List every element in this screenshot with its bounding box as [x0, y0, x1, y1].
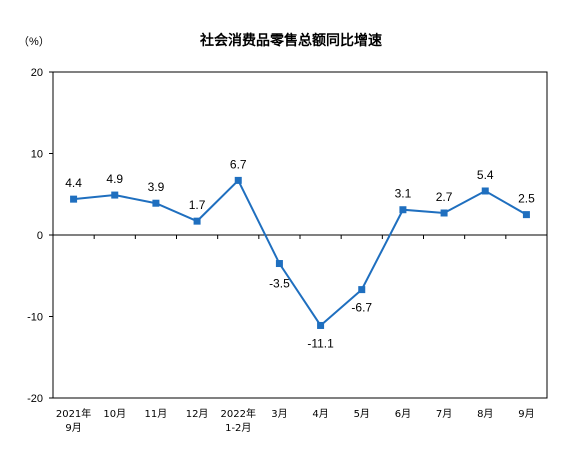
data-label: 2.5: [518, 192, 535, 206]
chart-title: 社会消费品零售总额同比增速: [199, 32, 382, 49]
series: [70, 176, 530, 329]
y-tick-label: 10: [31, 149, 43, 161]
data-label: 5.4: [477, 168, 494, 182]
x-tick-label: 2022年: [221, 407, 256, 420]
x-tick-label: 9月: [518, 408, 534, 420]
data-label: 1.7: [189, 198, 206, 212]
data-label: -6.7: [351, 301, 372, 315]
data-point: [193, 217, 201, 225]
data-point: [440, 209, 448, 217]
y-tick-label: -10: [27, 312, 43, 324]
data-label: 4.4: [65, 176, 82, 190]
series-line: [73, 178, 527, 327]
y-tick-label: 20: [31, 67, 43, 79]
x-tick-label: 10月: [103, 408, 126, 420]
data-point: [152, 199, 160, 207]
data-point: [358, 286, 366, 294]
data-label: 3.1: [395, 187, 412, 201]
data-point: [522, 211, 530, 219]
axes: 20 10 0 -10 -20 2021年 9月 10月 11月 12月 2022年 1-2月 3月 4月…: [27, 67, 548, 434]
data-label: 3.9: [148, 180, 165, 194]
data-labels: 4.4 4.9 3.9 1.7 6.7 -3.5 -11.1 -6.7 3.1 2.7 5.4 2.5: [65, 157, 535, 350]
x-tick-label: 1-2月: [225, 422, 251, 434]
x-tick-label: 2021年: [56, 407, 91, 420]
y-tick-label: 0: [37, 230, 43, 242]
x-tick-label: 8月: [477, 408, 493, 420]
data-point: [317, 321, 325, 329]
data-point: [481, 187, 489, 195]
unit-label: （%）: [18, 35, 50, 48]
x-tick-label: 6月: [395, 408, 411, 420]
x-tick-label: 5月: [354, 408, 370, 420]
x-tick-label: 11月: [145, 408, 168, 420]
y-tick-label: -20: [27, 393, 43, 405]
data-point: [275, 260, 283, 268]
data-point: [234, 176, 242, 184]
data-point: [70, 195, 78, 203]
data-label: 4.9: [106, 172, 123, 186]
x-tick-label: 12月: [186, 408, 209, 420]
data-point: [111, 191, 119, 199]
data-label: -3.5: [269, 277, 290, 291]
data-label: -11.1: [307, 336, 334, 350]
data-point: [399, 206, 407, 214]
x-tick-label: 7月: [436, 408, 452, 420]
data-label: 6.7: [230, 157, 247, 171]
data-label: 2.7: [436, 190, 453, 204]
x-tick-label: 9月: [65, 422, 81, 434]
x-tick-label: 4月: [312, 408, 328, 420]
x-tick-label: 3月: [271, 408, 287, 420]
